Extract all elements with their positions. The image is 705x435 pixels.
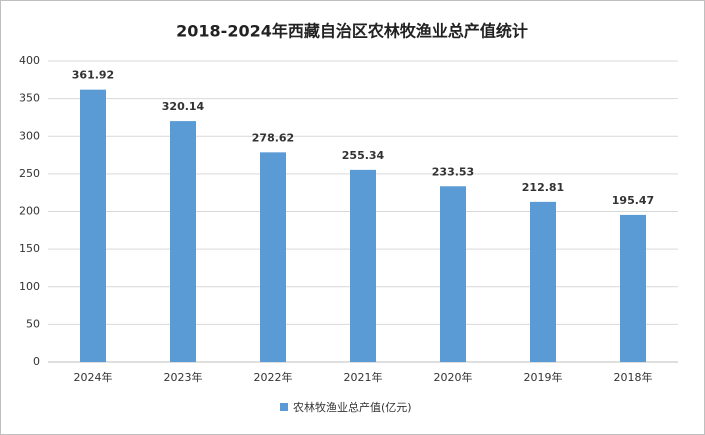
x-tick-label: 2021年	[344, 370, 383, 384]
legend-swatch	[280, 403, 288, 411]
bar	[350, 169, 376, 362]
x-tick-label: 2023年	[164, 370, 203, 384]
value-label: 320.14	[162, 100, 205, 113]
bar	[170, 121, 196, 362]
value-label: 195.47	[612, 194, 654, 207]
x-tick-label: 2018年	[614, 370, 653, 384]
x-tick-label: 2019年	[524, 370, 563, 384]
y-tick-label: 150	[19, 242, 40, 255]
value-label: 278.62	[252, 131, 294, 144]
y-tick-label: 250	[19, 167, 40, 180]
y-tick-label: 100	[19, 280, 40, 293]
y-tick-label: 200	[19, 205, 40, 218]
bar	[80, 89, 106, 362]
bar	[260, 152, 286, 362]
y-tick-label: 0	[33, 355, 40, 368]
y-tick-label: 300	[19, 129, 40, 142]
bar	[620, 214, 646, 362]
value-label: 233.53	[432, 165, 474, 178]
y-tick-label: 350	[19, 92, 40, 105]
y-tick-label: 50	[26, 317, 40, 330]
value-label: 361.92	[72, 69, 114, 82]
value-label: 255.34	[342, 149, 385, 162]
bar	[530, 201, 556, 362]
y-tick-label: 400	[19, 54, 40, 67]
bar	[440, 186, 466, 362]
x-tick-label: 2022年	[254, 370, 293, 384]
x-tick-label: 2020年	[434, 370, 473, 384]
x-tick-label: 2024年	[74, 370, 113, 384]
legend-label: 农林牧渔业总产值(亿元)	[293, 400, 412, 414]
chart-title: 2018-2024年西藏自治区农林牧渔业总产值统计	[176, 22, 528, 41]
value-label: 212.81	[522, 181, 564, 194]
